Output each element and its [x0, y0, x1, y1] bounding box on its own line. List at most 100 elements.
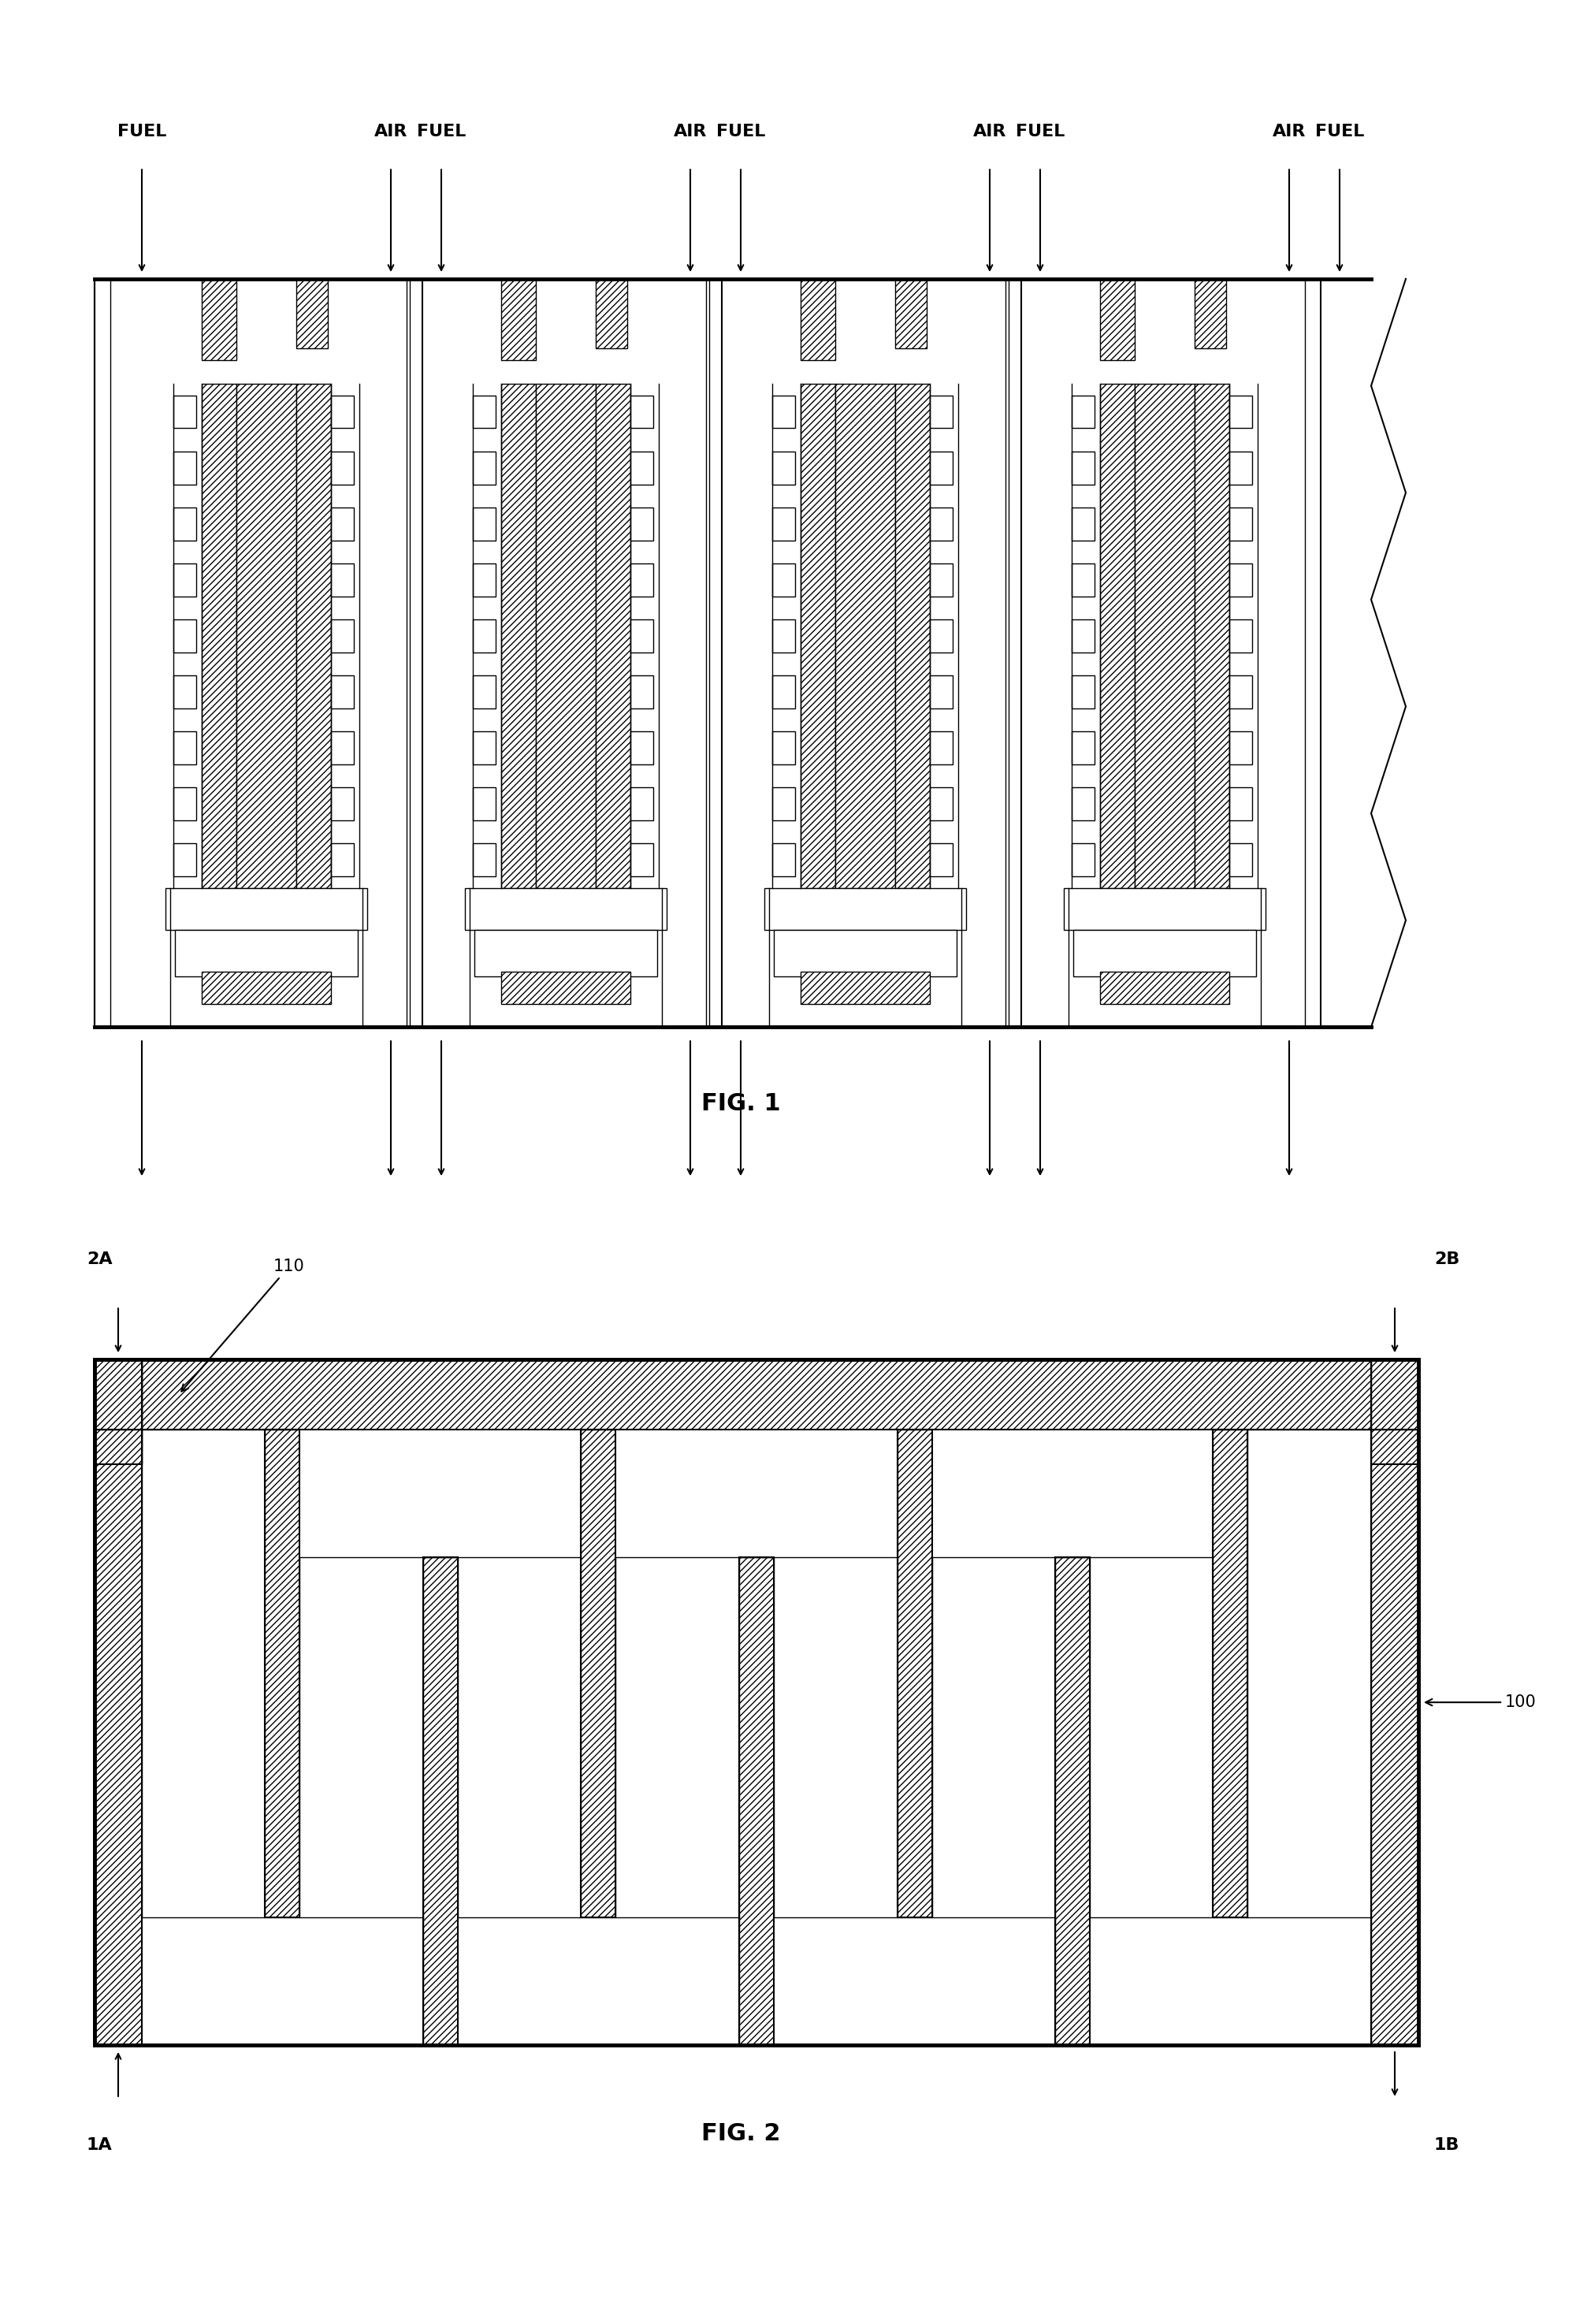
Bar	[173, 676, 195, 709]
Bar	[422, 1557, 457, 2045]
Bar	[501, 971, 630, 1004]
Bar	[331, 844, 353, 876]
Bar	[331, 621, 353, 653]
Bar	[1073, 930, 1256, 976]
Bar	[596, 279, 627, 349]
Bar	[236, 383, 296, 888]
Bar	[1371, 1429, 1418, 2045]
Bar	[772, 621, 794, 653]
Bar	[173, 844, 195, 876]
Text: FUEL: FUEL	[1015, 123, 1065, 139]
Bar	[473, 395, 495, 428]
Bar	[772, 844, 794, 876]
Bar	[616, 1429, 897, 1557]
Bar	[630, 788, 652, 820]
Bar	[331, 395, 353, 428]
Bar	[202, 383, 236, 888]
Bar	[1072, 676, 1094, 709]
Bar	[1229, 395, 1251, 428]
Bar	[1072, 844, 1094, 876]
Bar	[630, 395, 652, 428]
Bar	[173, 451, 195, 483]
Bar	[801, 279, 835, 360]
Bar	[95, 1360, 142, 1464]
Bar	[772, 732, 794, 765]
Bar	[265, 1429, 299, 1917]
Bar	[1229, 507, 1251, 541]
Bar	[95, 1429, 142, 2045]
Bar	[897, 1429, 931, 1917]
Bar	[897, 1429, 931, 1917]
Text: AIR: AIR	[374, 123, 408, 139]
Bar	[173, 395, 195, 428]
Bar	[1135, 383, 1195, 888]
Bar	[630, 507, 652, 541]
Bar	[1072, 451, 1094, 483]
Bar	[1100, 971, 1229, 1004]
Bar	[1371, 1360, 1418, 1464]
Bar	[582, 1429, 616, 1917]
Bar	[931, 1429, 1214, 1557]
Bar	[1214, 1429, 1248, 1917]
Bar	[173, 621, 195, 653]
Bar	[630, 562, 652, 597]
Bar	[772, 562, 794, 597]
Bar	[764, 888, 966, 930]
Bar	[265, 1429, 299, 1917]
Bar	[1072, 788, 1094, 820]
Text: FIG. 1: FIG. 1	[701, 1092, 780, 1116]
Bar	[630, 732, 652, 765]
Bar	[930, 621, 952, 653]
Bar	[296, 383, 331, 888]
Bar	[1229, 844, 1251, 876]
Bar	[835, 383, 895, 888]
Bar	[173, 562, 195, 597]
Bar	[173, 732, 195, 765]
Bar	[1100, 279, 1135, 360]
Bar	[1214, 1429, 1248, 1917]
Bar	[596, 383, 630, 888]
Bar	[95, 1360, 1418, 2045]
Bar	[1229, 788, 1251, 820]
Bar	[1371, 1429, 1418, 2045]
Text: FUEL: FUEL	[1314, 123, 1365, 139]
Bar	[772, 507, 794, 541]
Bar	[630, 621, 652, 653]
Bar	[801, 383, 835, 888]
Bar	[930, 732, 952, 765]
Bar	[1229, 562, 1251, 597]
Bar	[582, 1429, 616, 1917]
Bar	[1072, 621, 1094, 653]
Bar	[930, 507, 952, 541]
Bar	[1072, 395, 1094, 428]
Bar	[1072, 507, 1094, 541]
Bar	[1195, 383, 1229, 888]
Bar	[422, 1557, 457, 2045]
Bar	[474, 930, 657, 976]
Bar	[772, 451, 794, 483]
Bar	[331, 507, 353, 541]
Bar	[202, 279, 236, 360]
Text: FUEL: FUEL	[117, 123, 167, 139]
Bar	[1229, 621, 1251, 653]
Bar	[1056, 1557, 1091, 2045]
Bar	[331, 562, 353, 597]
Bar	[142, 1360, 1371, 1429]
Bar	[473, 788, 495, 820]
Bar	[1371, 1360, 1418, 1464]
Bar	[473, 507, 495, 541]
Text: 2B: 2B	[1434, 1253, 1459, 1267]
Text: 1A: 1A	[87, 2138, 112, 2152]
Bar	[142, 1360, 1371, 1429]
Bar	[457, 1917, 739, 2045]
Bar	[501, 279, 536, 360]
Bar	[95, 1360, 142, 1464]
Bar	[142, 1917, 422, 2045]
Text: FUEL: FUEL	[716, 123, 766, 139]
Bar	[465, 888, 667, 930]
Bar	[630, 451, 652, 483]
Bar	[630, 844, 652, 876]
Bar	[95, 1360, 1418, 2045]
Text: AIR: AIR	[1272, 123, 1307, 139]
Bar	[739, 1557, 774, 2045]
